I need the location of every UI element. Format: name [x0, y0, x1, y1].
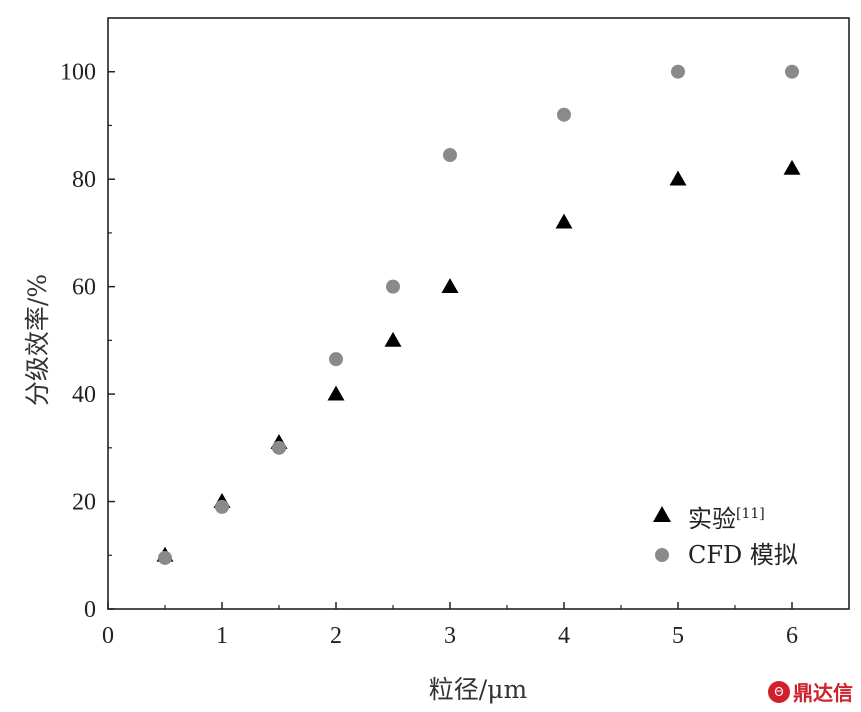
- experiment-point: [669, 170, 687, 186]
- x-tick-label: 0: [102, 623, 114, 649]
- watermark: Θ 鼎达信: [768, 677, 853, 706]
- y-tick-label: 80: [72, 167, 96, 193]
- cfd-point: [215, 499, 229, 514]
- x-tick-label: 3: [444, 623, 456, 649]
- cfd-point: [785, 64, 799, 79]
- y-tick-label: 60: [72, 275, 96, 301]
- y-tick-label: 0: [84, 597, 96, 623]
- cfd-point: [386, 279, 400, 294]
- y-axis-title: 分级效率/%: [23, 274, 52, 406]
- legend-label-experiment-citation: [11]: [736, 506, 765, 522]
- cfd-point: [671, 64, 685, 79]
- cfd-point: [443, 148, 457, 163]
- watermark-logo-icon: Θ: [768, 680, 790, 703]
- legend-item-cfd: CFD 模拟: [655, 541, 798, 569]
- legend-label-cfd: CFD 模拟: [688, 541, 798, 569]
- x-tick-label: 5: [672, 623, 684, 649]
- legend: 实验[11] CFD 模拟: [653, 505, 798, 569]
- y-tick-label: 40: [72, 382, 96, 408]
- y-tick-label: 20: [72, 490, 96, 516]
- plot-frame: [107, 17, 850, 610]
- legend-circle-marker: [655, 548, 669, 562]
- cfd-point: [329, 352, 343, 367]
- experiment-point: [384, 331, 402, 347]
- cfd-point: [158, 550, 172, 565]
- x-tick-label: 6: [786, 623, 798, 649]
- legend-triangle-marker: [653, 506, 671, 522]
- legend-item-experiment: 实验[11]: [653, 505, 765, 533]
- cfd-point: [272, 440, 286, 455]
- experiment-point: [555, 213, 573, 229]
- data-marks: [156, 64, 801, 565]
- experiment-point: [441, 278, 459, 294]
- y-tick-label: 100: [60, 60, 96, 86]
- legend-label-experiment: 实验[11]: [688, 505, 765, 533]
- x-tick-label: 2: [330, 623, 342, 649]
- legend-label-experiment-name: 实验: [688, 505, 736, 533]
- cfd-point: [557, 107, 571, 122]
- x-tick-label: 4: [558, 623, 570, 649]
- experiment-point: [327, 385, 345, 401]
- watermark-text: 鼎达信: [793, 681, 853, 705]
- x-tick-label: 1: [216, 623, 228, 649]
- x-axis-title: 粒径/μm: [429, 675, 528, 704]
- experiment-point: [783, 159, 801, 175]
